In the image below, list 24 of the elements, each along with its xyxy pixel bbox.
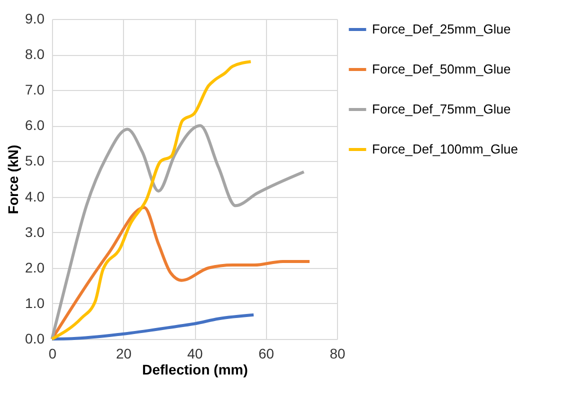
y-tick-label: 2.0	[25, 259, 45, 276]
y-tick-label: 8.0	[25, 46, 45, 62]
x-tick-label: 80	[330, 346, 346, 362]
x-axis-title: Deflection (mm)	[142, 362, 248, 378]
legend-label: Force_Def_75mm_Glue	[372, 102, 511, 116]
y-tick-label: 7.0	[25, 82, 45, 98]
line-series	[50, 124, 306, 340]
y-tick-label: 5.0	[25, 152, 45, 169]
y-axis-title: Force (kN)	[5, 144, 22, 214]
x-tick-label: 60	[258, 346, 274, 362]
y-tick-label: 1.0	[25, 294, 45, 311]
y-tick-label: 0.0	[25, 330, 45, 346]
y-tick-label: 9.0	[25, 10, 45, 26]
x-tick-label: 20	[116, 346, 132, 362]
x-tick-label: 0	[48, 346, 57, 362]
legend-label: Force_Def_100mm_Glue	[372, 142, 518, 156]
legend-label: Force_Def_50mm_Glue	[372, 62, 511, 76]
line-series	[50, 60, 252, 340]
y-tick-label: 4.0	[25, 188, 45, 204]
legend-label: Force_Def_25mm_Glue	[372, 22, 511, 36]
x-tick-label: 40	[187, 346, 203, 362]
y-tick-label: 6.0	[25, 117, 45, 134]
y-tick-label: 3.0	[25, 224, 45, 240]
line-series	[50, 313, 256, 340]
